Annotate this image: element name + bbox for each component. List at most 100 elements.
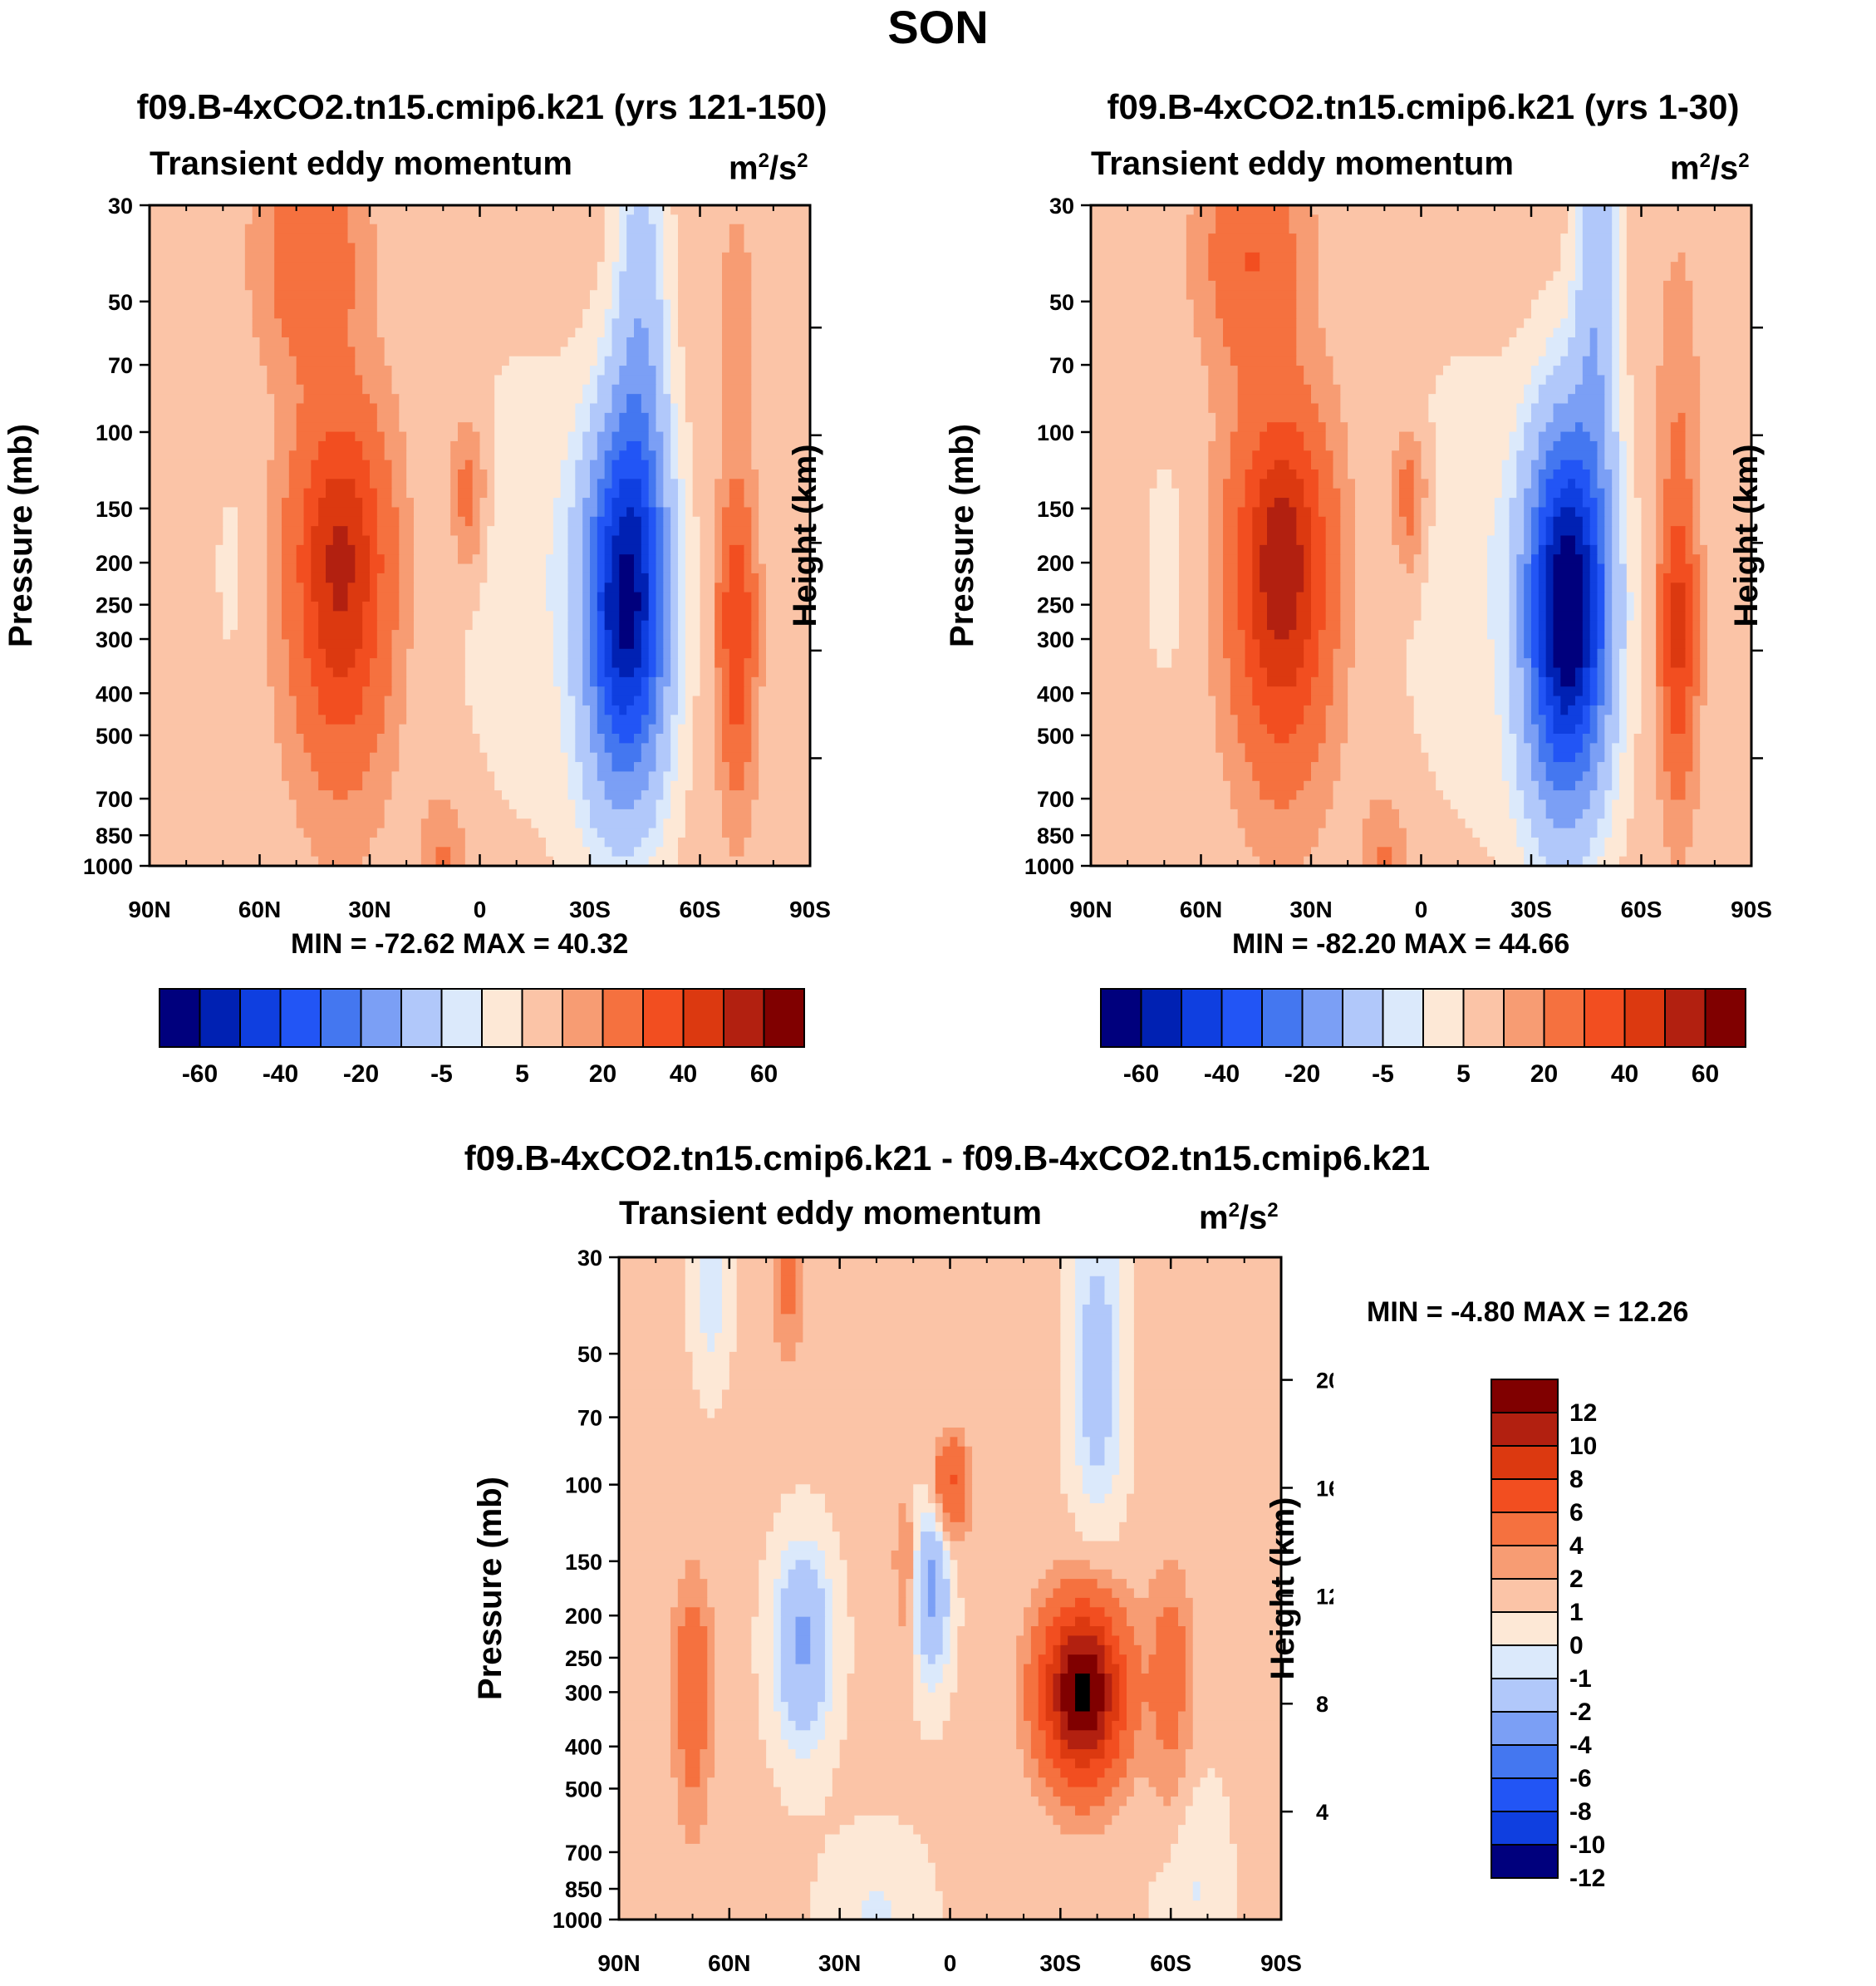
contour-cell xyxy=(1597,498,1605,509)
contour-cell xyxy=(656,592,664,602)
contour-cell xyxy=(1355,583,1422,593)
contour-cell xyxy=(1091,366,1209,376)
contour-cell xyxy=(1612,356,1620,366)
contour-cell xyxy=(1104,1683,1112,1694)
contour-cell xyxy=(611,686,642,697)
contour-cell xyxy=(288,648,305,659)
contour-cell xyxy=(898,1512,906,1523)
contour-cell xyxy=(582,554,591,565)
contour-cell xyxy=(1089,1683,1106,1694)
contour-cell xyxy=(1413,431,1436,442)
contour-cell xyxy=(1185,1654,1194,1665)
contour-cell xyxy=(1053,1720,1061,1731)
contour-cell xyxy=(1575,234,1584,244)
contour-cell xyxy=(942,1890,1150,1901)
contour-cell xyxy=(274,205,349,215)
contour-cell xyxy=(582,828,598,838)
contour-cell xyxy=(1509,516,1525,527)
contour-cell xyxy=(1538,469,1554,479)
contour-cell xyxy=(913,1607,921,1618)
contour-cell xyxy=(1392,847,1407,858)
contour-cell xyxy=(656,384,664,395)
contour-cell xyxy=(1296,243,1319,253)
contour-cell xyxy=(384,356,510,366)
contour-cell xyxy=(1531,544,1540,555)
contour-cell xyxy=(150,573,217,583)
contour-cell xyxy=(414,516,451,527)
contour-cell xyxy=(1524,676,1532,687)
contour-cell xyxy=(722,262,752,273)
contour-cell xyxy=(1016,1702,1024,1713)
contour-cell xyxy=(267,544,282,555)
contour-cell xyxy=(1633,440,1657,451)
contour-cell xyxy=(1311,573,1327,583)
contour-cell xyxy=(722,450,752,461)
contour-cell xyxy=(759,1607,774,1618)
contour-cell xyxy=(611,658,642,669)
contour-cell xyxy=(464,676,554,687)
contour-cell xyxy=(1171,1853,1238,1864)
y-tick-label: 1000 xyxy=(552,1908,602,1933)
contour-cell xyxy=(1237,809,1327,819)
contour-cell xyxy=(656,224,664,234)
contour-cell xyxy=(1200,1777,1223,1788)
contour-cell xyxy=(773,1626,782,1637)
contour-cell xyxy=(1091,252,1187,263)
contour-cell xyxy=(670,1616,686,1627)
contour-cell xyxy=(685,356,723,366)
contour-cell xyxy=(1016,1673,1024,1684)
contour-cell xyxy=(464,667,554,678)
contour-cell xyxy=(1252,573,1260,583)
contour-cell xyxy=(552,516,569,527)
contour-cell xyxy=(326,554,356,565)
contour-cell xyxy=(274,724,297,735)
contour-cell xyxy=(1030,1588,1054,1599)
panel2-minmax: MIN = -82.20 MAX = 44.66 xyxy=(1232,928,1570,960)
contour-cell xyxy=(355,554,371,565)
contour-cell xyxy=(150,676,268,687)
contour-cell xyxy=(927,1560,936,1571)
contour-cell xyxy=(1553,507,1561,518)
contour-cell xyxy=(303,828,378,838)
contour-cell xyxy=(1619,299,1628,310)
contour-cell xyxy=(611,280,620,291)
y-tick-label: 70 xyxy=(1049,353,1074,378)
contour-cell xyxy=(150,799,297,810)
contour-cell xyxy=(685,620,701,631)
contour-cell xyxy=(311,469,371,479)
contour-cell xyxy=(1626,205,1752,215)
contour-cell xyxy=(715,1626,752,1637)
contour-cell xyxy=(1311,563,1327,574)
contour-cell xyxy=(965,1446,973,1457)
contour-cell xyxy=(722,290,752,301)
contour-cell xyxy=(1553,676,1561,687)
contour-cell xyxy=(487,479,495,489)
contour-cell xyxy=(311,544,327,555)
contour-cell xyxy=(913,1569,921,1580)
contour-cell xyxy=(590,563,598,574)
contour-cell xyxy=(1612,308,1620,319)
contour-cell xyxy=(604,705,620,715)
contour-cell xyxy=(700,639,715,650)
contour-cell xyxy=(921,1654,929,1665)
contour-cell xyxy=(1604,639,1613,650)
contour-cell xyxy=(715,526,723,537)
contour-cell xyxy=(715,1644,752,1655)
contour-cell xyxy=(1104,1702,1112,1713)
contour-cell xyxy=(1060,1749,1106,1760)
contour-cell xyxy=(1604,384,1613,395)
contour-cell xyxy=(590,488,598,499)
contour-cell xyxy=(487,535,554,546)
contour-cell xyxy=(1656,422,1672,433)
contour-cell xyxy=(678,611,686,622)
contour-cell xyxy=(619,1900,811,1911)
contour-cell xyxy=(582,535,591,546)
contour-cell xyxy=(1700,412,1752,423)
contour-cell xyxy=(1531,771,1547,782)
contour-cell xyxy=(376,299,591,310)
contour-cell xyxy=(1260,252,1297,263)
contour-cell xyxy=(1311,394,1341,405)
contour-cell xyxy=(1692,658,1701,669)
contour-cell xyxy=(1619,762,1635,773)
contour-cell xyxy=(656,516,664,527)
